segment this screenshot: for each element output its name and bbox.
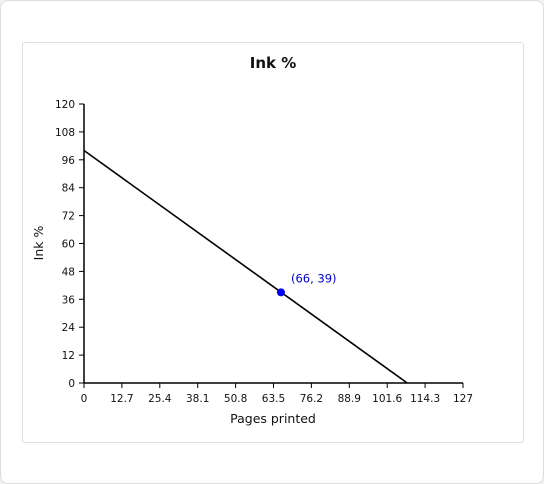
highlight-point <box>276 288 285 297</box>
y-tick-label: 24 <box>62 322 76 334</box>
y-tick-label: 72 <box>62 211 75 223</box>
x-tick-label: 25.4 <box>148 393 172 405</box>
x-tick-label: 88.9 <box>338 393 361 405</box>
highlight-point-label: (66, 39) <box>291 271 337 285</box>
x-tick-label: 50.8 <box>224 393 247 405</box>
x-tick-label: 127 <box>453 393 473 405</box>
y-tick-label: 120 <box>55 99 75 111</box>
y-tick-label: 60 <box>62 239 75 251</box>
x-tick-label: 101.6 <box>372 393 402 405</box>
x-tick-label: 0 <box>81 393 88 405</box>
chart: Ink % 0 12 24 36 48 60 72 84 96 108 120 0 12.7 25.4 3… <box>31 54 473 426</box>
y-tick-label: 12 <box>62 350 75 362</box>
chart-title: Ink % <box>250 54 297 72</box>
y-axis-label: Ink % <box>31 226 46 261</box>
x-tick-label: 12.7 <box>110 393 133 405</box>
y-tick-label: 0 <box>68 378 75 390</box>
chart-card: Ink % 0 12 24 36 48 60 72 84 96 108 120 0 12.7 25.4 3… <box>22 42 524 443</box>
series-group: (66, 39) <box>83 149 408 384</box>
y-tick-label: 96 <box>62 155 76 167</box>
series-line <box>83 149 408 384</box>
y-tick-label: 36 <box>62 294 76 306</box>
y-axis-ticks: 0 12 24 36 48 60 72 84 96 108 120 <box>55 99 84 390</box>
x-axis-ticks: 0 12.7 25.4 38.1 50.8 63.5 76.2 88.9 101.6 114.3 1… <box>81 383 473 405</box>
x-tick-label: 38.1 <box>186 393 209 405</box>
x-tick-label: 114.3 <box>410 393 440 405</box>
y-tick-label: 108 <box>55 127 75 139</box>
y-tick-label: 84 <box>62 183 76 195</box>
x-tick-label: 63.5 <box>262 393 285 405</box>
y-tick-label: 48 <box>62 266 75 278</box>
x-tick-label: 76.2 <box>300 393 323 405</box>
x-axis-label: Pages printed <box>230 411 316 426</box>
